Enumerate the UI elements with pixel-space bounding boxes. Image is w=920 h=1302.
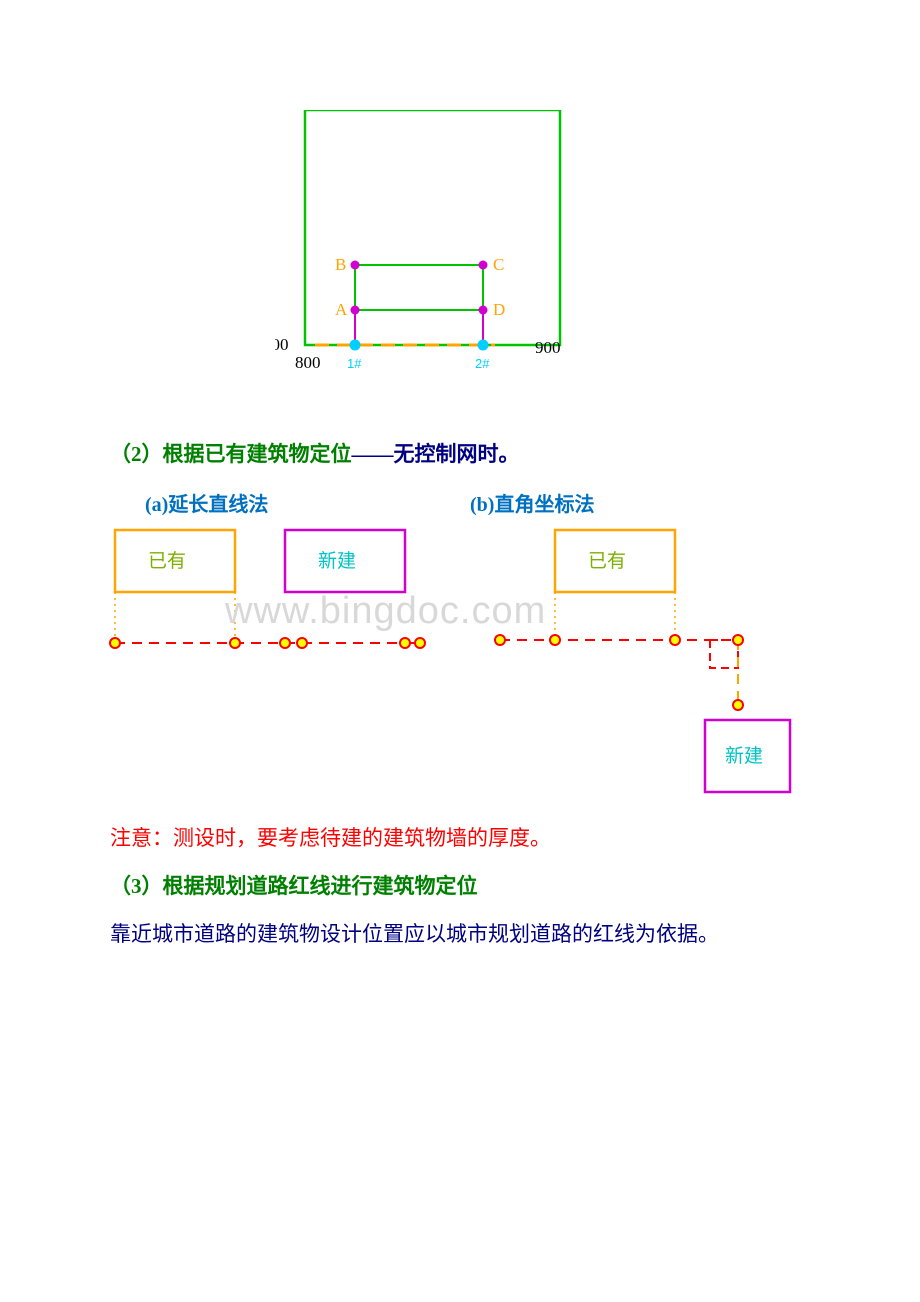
body-3: 靠近城市道路的建筑物设计位置应以城市规划道路的红线为依据。 [110, 918, 719, 948]
base-1 [350, 340, 361, 351]
label-C: C [493, 255, 504, 274]
b-existing-label: 已有 [588, 550, 626, 572]
sub-a: (a)延长直线法 [145, 488, 268, 517]
b-new-label: 新建 [725, 745, 763, 767]
diagram-b: 已有 新建 [480, 525, 820, 815]
corner-B [351, 261, 360, 270]
a-new-label: 新建 [318, 550, 356, 572]
label-300: 300 [275, 335, 289, 354]
a-existing-label: 已有 [148, 550, 186, 572]
note-text: 注意：测设时，要考虑待建的建筑物墙的厚度。 [110, 822, 551, 852]
label-800: 800 [295, 353, 321, 372]
label-D: D [493, 300, 505, 319]
corner-A [351, 306, 360, 315]
label-2hash: 2# [475, 356, 490, 371]
corner-C [479, 261, 488, 270]
heading-2-b: ——无控制网时。 [352, 442, 520, 466]
b-points [495, 635, 743, 710]
label-A: A [335, 300, 348, 319]
label-1hash: 1# [347, 356, 362, 371]
top-diagram-svg: B C A D 300 800 900 1# 2# [275, 110, 645, 400]
heading-2-a: （2）根据已有建筑物定位 [110, 442, 352, 466]
label-B: B [335, 255, 346, 274]
inner-rect [355, 265, 483, 310]
base-2 [478, 340, 489, 351]
heading-2: （2）根据已有建筑物定位——无控制网时。 [110, 438, 520, 468]
heading-3: （3）根据规划道路红线进行建筑物定位 [110, 870, 478, 900]
sub-b: (b)直角坐标法 [470, 488, 594, 517]
page-root: B C A D 300 800 900 1# 2# （2）根据已有建筑物定位——… [0, 0, 920, 1302]
corner-D [479, 306, 488, 315]
top-diagram: B C A D 300 800 900 1# 2# [275, 110, 645, 400]
label-900: 900 [535, 338, 561, 357]
diagram-b-svg: 已有 新建 [480, 525, 820, 815]
